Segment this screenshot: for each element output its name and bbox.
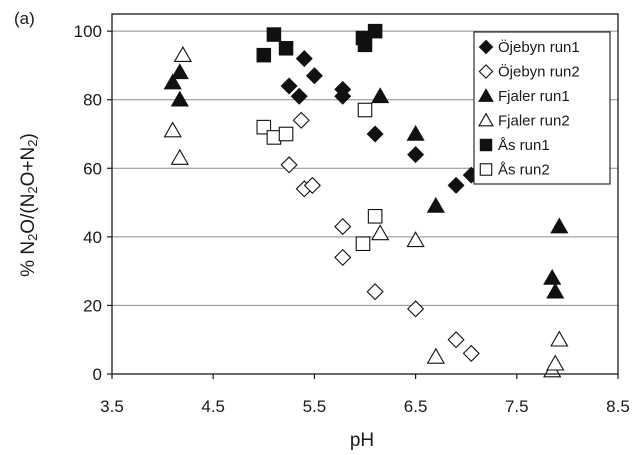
series-1 bbox=[280, 111, 480, 363]
data-point bbox=[170, 148, 189, 165]
data-point bbox=[256, 47, 272, 63]
data-point bbox=[295, 50, 313, 68]
data-point bbox=[305, 67, 323, 85]
series-2 bbox=[163, 63, 569, 299]
data-point bbox=[163, 73, 182, 90]
legend: Öjebyn run1 Öjebyn run2 Fjaler run1 Fjaler … bbox=[473, 31, 611, 185]
data-point bbox=[546, 354, 565, 371]
legend-label: Fjaler run1 bbox=[498, 88, 570, 105]
data-point bbox=[543, 268, 562, 285]
series-0 bbox=[280, 50, 480, 194]
data-point bbox=[366, 283, 384, 301]
data-point bbox=[406, 124, 425, 141]
y-tick-labels: 0 20 40 60 80 100 bbox=[74, 22, 102, 384]
y-tick-label: 0 bbox=[93, 365, 102, 384]
data-point bbox=[407, 146, 425, 164]
data-point bbox=[266, 130, 282, 145]
data-point bbox=[407, 300, 425, 318]
legend-label: Fjaler run2 bbox=[498, 113, 570, 130]
data-points bbox=[163, 23, 569, 378]
data-point bbox=[426, 196, 445, 213]
legend-item: Fjaler run1 bbox=[478, 88, 570, 105]
legend-marker bbox=[478, 39, 494, 55]
y-tick-label: 60 bbox=[83, 159, 102, 178]
data-point bbox=[371, 87, 390, 104]
x-tick-label: 6.5 bbox=[404, 397, 428, 416]
y-tick-label: 80 bbox=[83, 91, 102, 110]
legend-item: Öjebyn run1 bbox=[478, 38, 580, 56]
data-point bbox=[406, 231, 425, 248]
data-point bbox=[334, 248, 352, 267]
data-point bbox=[462, 344, 480, 363]
x-tick-label: 5.5 bbox=[303, 397, 327, 416]
data-point bbox=[173, 45, 193, 62]
data-point bbox=[170, 90, 189, 107]
legend-marker bbox=[479, 163, 493, 176]
data-point bbox=[447, 331, 465, 349]
legend-marker bbox=[478, 112, 494, 127]
data-point bbox=[290, 87, 308, 105]
panel-label: (a) bbox=[14, 9, 35, 28]
x-tick-labels: 3.5 4.5 5.5 6.5 7.5 8.5 bbox=[100, 397, 630, 416]
data-point bbox=[170, 63, 189, 80]
data-point bbox=[357, 37, 373, 53]
data-point bbox=[550, 217, 569, 234]
data-point bbox=[303, 176, 321, 195]
x-tick-label: 3.5 bbox=[100, 397, 124, 416]
legend-marker bbox=[478, 64, 494, 79]
legend-label: Öjebyn run2 bbox=[498, 63, 580, 81]
legend-item: Öjebyn run2 bbox=[478, 63, 580, 81]
x-tick-label: 4.5 bbox=[201, 397, 225, 416]
data-point bbox=[367, 23, 383, 39]
x-axis-title: pH bbox=[350, 430, 374, 451]
data-point bbox=[278, 126, 294, 142]
data-point bbox=[447, 176, 465, 194]
series-3 bbox=[163, 45, 569, 378]
series-5 bbox=[256, 102, 383, 252]
data-point bbox=[357, 102, 373, 118]
data-point bbox=[426, 347, 446, 364]
series-4 bbox=[256, 23, 383, 63]
legend-box bbox=[473, 31, 611, 185]
y-tick-label: 20 bbox=[83, 296, 102, 315]
data-point bbox=[334, 80, 352, 98]
y-tick-label: 100 bbox=[74, 22, 102, 41]
axis-ticks bbox=[107, 30, 619, 379]
data-point bbox=[334, 217, 352, 236]
data-point bbox=[266, 27, 282, 42]
data-point bbox=[280, 77, 298, 95]
x-tick-label: 8.5 bbox=[606, 397, 630, 416]
data-point bbox=[163, 121, 182, 138]
legend-item: Ås run1 bbox=[479, 137, 550, 154]
data-point bbox=[366, 125, 384, 143]
data-point bbox=[355, 236, 371, 252]
data-point bbox=[292, 111, 310, 129]
data-point bbox=[550, 330, 569, 347]
data-point bbox=[367, 208, 383, 224]
data-point bbox=[278, 41, 294, 56]
legend-item: Fjaler run2 bbox=[478, 112, 570, 130]
data-point bbox=[371, 224, 390, 241]
legend-marker bbox=[479, 138, 493, 152]
data-point bbox=[280, 156, 298, 174]
legend-label: Ås run1 bbox=[498, 137, 550, 154]
x-tick-label: 7.5 bbox=[505, 397, 529, 416]
plot-frame bbox=[111, 13, 619, 375]
legend-item: Ås run2 bbox=[479, 162, 550, 179]
y-axis-title: % N2O/(N2O+N2) bbox=[18, 133, 40, 277]
data-point bbox=[546, 282, 565, 299]
legend-label: Öjebyn run1 bbox=[498, 38, 580, 56]
legend-marker bbox=[478, 88, 494, 102]
y-tick-label: 40 bbox=[83, 228, 102, 247]
legend-label: Ås run2 bbox=[498, 162, 550, 179]
